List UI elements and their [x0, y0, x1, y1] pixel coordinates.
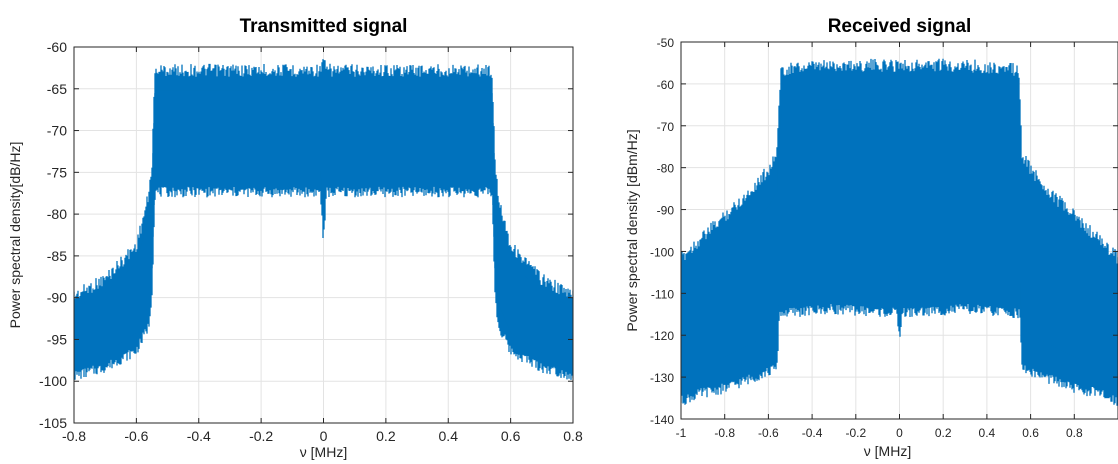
y-tick-label: -75	[47, 164, 67, 180]
y-tick-label: -130	[650, 371, 674, 385]
y-tick-label: -70	[657, 120, 675, 134]
x-tick-label: -0.8	[714, 426, 735, 440]
y-tick-label: -60	[47, 39, 67, 55]
x-axis-label: ν [MHz]	[300, 444, 347, 460]
y-tick-label: -100	[39, 373, 67, 389]
x-tick-label: -1	[676, 426, 687, 440]
y-tick-label: -90	[47, 290, 67, 306]
y-tick-label: -95	[47, 331, 67, 347]
y-axis-label: Power spectral density [dBm/Hz]	[624, 129, 640, 331]
chart-title: Transmitted signal	[240, 16, 408, 37]
x-tick-label: -0.6	[758, 426, 779, 440]
x-tick-label: -0.4	[802, 426, 823, 440]
y-tick-label: -110	[651, 287, 674, 301]
x-tick-label: 0.4	[979, 426, 996, 440]
y-tick-label: -120	[650, 329, 674, 343]
x-tick-label: -0.2	[249, 428, 273, 444]
x-tick-label: 0.6	[1022, 426, 1039, 440]
series-signal	[681, 58, 1118, 406]
series-signal	[74, 59, 573, 380]
signal-core	[681, 109, 1118, 376]
y-tick-label: -140	[650, 413, 674, 427]
x-tick-label: 0.8	[563, 428, 583, 444]
y-tick-label: -90	[657, 204, 675, 218]
chart-panel-transmitted: -0.8 -0.6 -0.4 -0.2 0 0.2 0.4 0.6 0.8 -105 -100 -95…	[7, 16, 583, 460]
y-tick-label: -105	[39, 415, 67, 431]
x-tick-label: 0.2	[376, 428, 396, 444]
x-tick-label: 0.8	[1066, 426, 1083, 440]
x-tick-label: -0.6	[124, 428, 148, 444]
x-tick-label: 0	[320, 428, 328, 444]
x-tick-label: 0.6	[501, 428, 521, 444]
x-tick-label: 0.4	[439, 428, 459, 444]
y-tick-label: -85	[47, 248, 67, 264]
x-tick-label: -0.4	[187, 428, 211, 444]
y-tick-label: -80	[47, 206, 67, 222]
y-tick-label: -70	[47, 123, 67, 139]
chart-panel-received: -1 -0.8 -0.6 -0.4 -0.2 0 0.2 0.4 0.6 0.8 -140 -130 -…	[624, 16, 1118, 459]
signal-core	[74, 90, 573, 363]
x-tick-label: -0.2	[845, 426, 866, 440]
y-axis-label: Power spectral density[dB/Hz]	[7, 142, 23, 329]
x-tick-label: 0.2	[935, 426, 952, 440]
y-tick-label: -80	[657, 162, 675, 176]
y-tick-label: -65	[47, 81, 67, 97]
y-tick-label: -60	[657, 78, 675, 92]
x-tick-label: -0.8	[62, 428, 86, 444]
y-tick-label: -100	[650, 245, 674, 259]
chart-title: Received signal	[828, 16, 972, 37]
x-axis-label: ν [MHz]	[864, 443, 911, 459]
y-tick-label: -50	[657, 36, 675, 50]
x-tick-label: 0	[896, 426, 903, 440]
